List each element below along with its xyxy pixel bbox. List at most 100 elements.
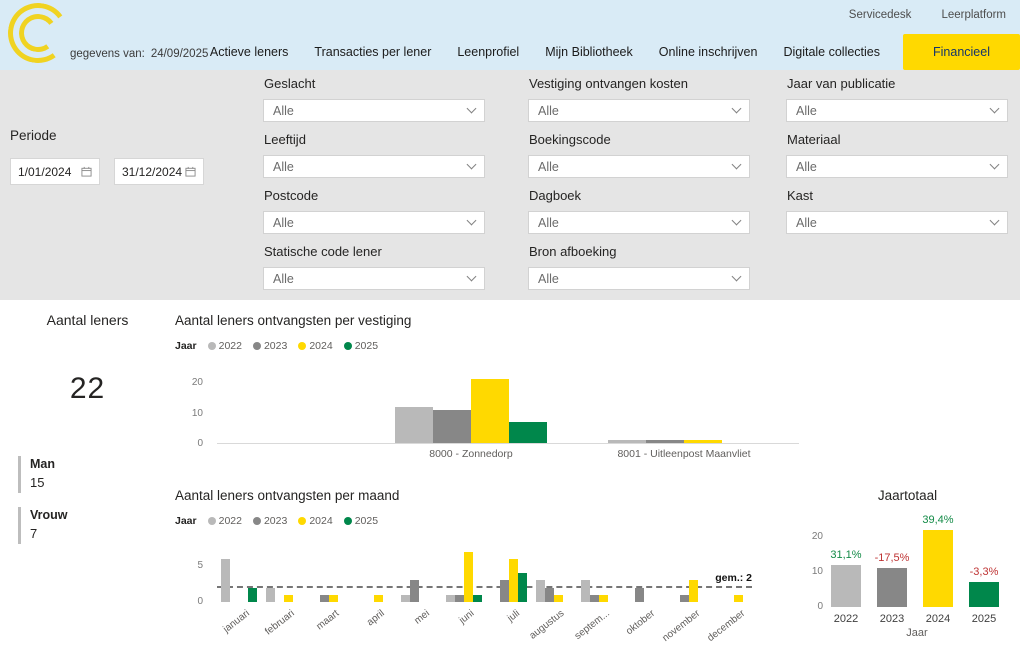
bar-2023-8000-zonnedorp[interactable]: [433, 409, 471, 443]
brand-logo-icon[interactable]: [3, 0, 73, 68]
bar-2024-juni[interactable]: [464, 552, 473, 602]
filter-dropdown-geslacht[interactable]: Alle: [263, 99, 485, 122]
legend-2023[interactable]: 2023: [252, 340, 287, 352]
legend-2025[interactable]: 2025: [343, 515, 378, 527]
series-slot: [433, 409, 471, 443]
legend-2022[interactable]: 2022: [207, 515, 242, 527]
filter-dropdown-dagboek[interactable]: Alle: [528, 211, 750, 234]
link-leerplatform[interactable]: Leerplatform: [941, 9, 1006, 21]
bar-2024[interactable]: [923, 530, 953, 607]
filter-dropdown-bron-afboeking[interactable]: Alle: [528, 267, 750, 290]
chart-legend: Jaar 2022 2023 2024 2025: [175, 514, 807, 528]
filter-dropdown-vestiging-ontvangen-kosten[interactable]: Alle: [528, 99, 750, 122]
tab-leenprofiel[interactable]: Leenprofiel: [457, 45, 520, 59]
bar-2024-8000-zonnedorp[interactable]: [471, 379, 509, 443]
series-slot: [684, 439, 722, 443]
bar-2023-oktober[interactable]: [635, 588, 644, 602]
filter-dropdown-statische-code-lener[interactable]: Alle: [263, 267, 485, 290]
bar-2023-november[interactable]: [680, 595, 689, 602]
series-slot: [374, 595, 383, 602]
filter-dagboek: Dagboek Alle: [528, 188, 750, 234]
bar-2024-maart[interactable]: [329, 595, 338, 602]
filter-label: Statische code lener: [264, 244, 382, 259]
link-servicedesk[interactable]: Servicedesk: [848, 9, 912, 21]
tab-actieve-leners[interactable]: Actieve leners: [209, 45, 289, 59]
tab-transacties-per-lener[interactable]: Transacties per lener: [314, 45, 432, 59]
filter-dropdown-boekingscode[interactable]: Alle: [528, 155, 750, 178]
bar-2025-8000-zonnedorp[interactable]: [509, 421, 547, 443]
bar-2022-mei[interactable]: [401, 595, 410, 602]
series-slot: [395, 406, 433, 443]
periode-from-value: 1/01/2024: [18, 164, 72, 179]
chart-maand: Aantal leners ontvangsten per maand Jaar…: [175, 480, 807, 646]
bar-2022-8000-zonnedorp[interactable]: [395, 406, 433, 443]
bar-2024-septem[interactable]: [599, 595, 608, 602]
bar-2023-maart[interactable]: [320, 595, 329, 602]
dropdown-value: Alle: [273, 215, 294, 230]
filter-dropdown-jaar-van-publicatie[interactable]: Alle: [786, 99, 1008, 122]
bar-2024-december[interactable]: [734, 595, 743, 602]
app-header: gegevens van: 24/09/2025 Servicedesk Leerp…: [0, 0, 1020, 70]
dropdown-value: Alle: [538, 215, 559, 230]
legend-2024[interactable]: 2024: [298, 340, 333, 352]
bar-2024-8001-uitleenpost-maanvliet[interactable]: [684, 439, 722, 443]
bar-value-label: -17,5%: [874, 552, 910, 564]
bar-2023-augustus[interactable]: [545, 588, 554, 602]
filter-dropdown-leeftijd[interactable]: Alle: [263, 155, 485, 178]
legend-2024[interactable]: 2024: [298, 515, 333, 527]
filter-label: Boekingscode: [529, 132, 611, 147]
y-axis: 0 10 20: [795, 530, 831, 612]
tab-mijn-bibliotheek[interactable]: Mijn Bibliotheek: [545, 45, 633, 59]
bar-2023-juli[interactable]: [500, 580, 509, 602]
periode-to-input[interactable]: 31/12/2024: [114, 158, 204, 185]
bar-group-oktober: [626, 588, 662, 602]
bar-group-juni: [446, 552, 482, 602]
tab-online-inschrijven[interactable]: Online inschrijven: [658, 45, 758, 59]
bar-2024-augustus[interactable]: [554, 595, 563, 602]
bar-2024-juli[interactable]: [509, 559, 518, 602]
tab-digitale-collecties[interactable]: Digitale collecties: [783, 45, 881, 59]
bar-2022-8001-uitleenpost-maanvliet[interactable]: [608, 439, 646, 443]
series-slot: [545, 588, 554, 602]
periode-from-input[interactable]: 1/01/2024: [10, 158, 100, 185]
filter-postcode: Postcode Alle: [263, 188, 485, 234]
bar-2025-juli[interactable]: [518, 573, 527, 602]
bar-2023-septem[interactable]: [590, 595, 599, 602]
bar-2024-april[interactable]: [374, 595, 383, 602]
dropdown-value: Alle: [273, 103, 294, 118]
bar-2025-januari[interactable]: [248, 588, 257, 602]
bar-2023[interactable]: [877, 568, 907, 607]
bar-2022[interactable]: [831, 565, 861, 607]
bar-2022-augustus[interactable]: [536, 580, 545, 602]
chevron-down-icon: [989, 159, 1000, 170]
bar-2025-juni[interactable]: [473, 595, 482, 602]
legend-2022[interactable]: 2022: [207, 340, 242, 352]
filter-bron-afboeking: Bron afboeking Alle: [528, 244, 750, 290]
bar-2023-juni[interactable]: [455, 595, 464, 602]
nav-tabs: Actieve leners Transacties per lener Leenp…: [197, 34, 1020, 70]
bar-group-juli: [491, 559, 527, 602]
bar-2023-8001-uitleenpost-maanvliet[interactable]: [646, 439, 684, 443]
kpi-item-value: 7: [30, 526, 38, 541]
bar-group-december: [716, 595, 752, 602]
kpi-title: Aantal leners: [46, 312, 129, 328]
chevron-down-icon: [466, 159, 477, 170]
bar-2025[interactable]: [969, 582, 999, 607]
bar-2024-februari[interactable]: [284, 595, 293, 602]
chevron-down-icon: [466, 271, 477, 282]
bar-2022-septem[interactable]: [581, 580, 590, 602]
bar-2022-februari[interactable]: [266, 588, 275, 602]
legend-dot: [298, 342, 307, 350]
bar-group-mei: [401, 580, 437, 602]
bar-2022-januari[interactable]: [221, 559, 230, 602]
tab-financieel[interactable]: Financieel: [903, 34, 1020, 70]
filter-dropdown-postcode[interactable]: Alle: [263, 211, 485, 234]
filter-label: Jaar van publicatie: [787, 76, 896, 91]
legend-2025[interactable]: 2025: [343, 340, 378, 352]
bar-2024-november[interactable]: [689, 580, 698, 602]
bar-2022-juni[interactable]: [446, 595, 455, 602]
legend-2023[interactable]: 2023: [252, 515, 287, 527]
bar-2023-mei[interactable]: [410, 580, 419, 602]
filter-dropdown-materiaal[interactable]: Alle: [786, 155, 1008, 178]
filter-dropdown-kast[interactable]: Alle: [786, 211, 1008, 234]
